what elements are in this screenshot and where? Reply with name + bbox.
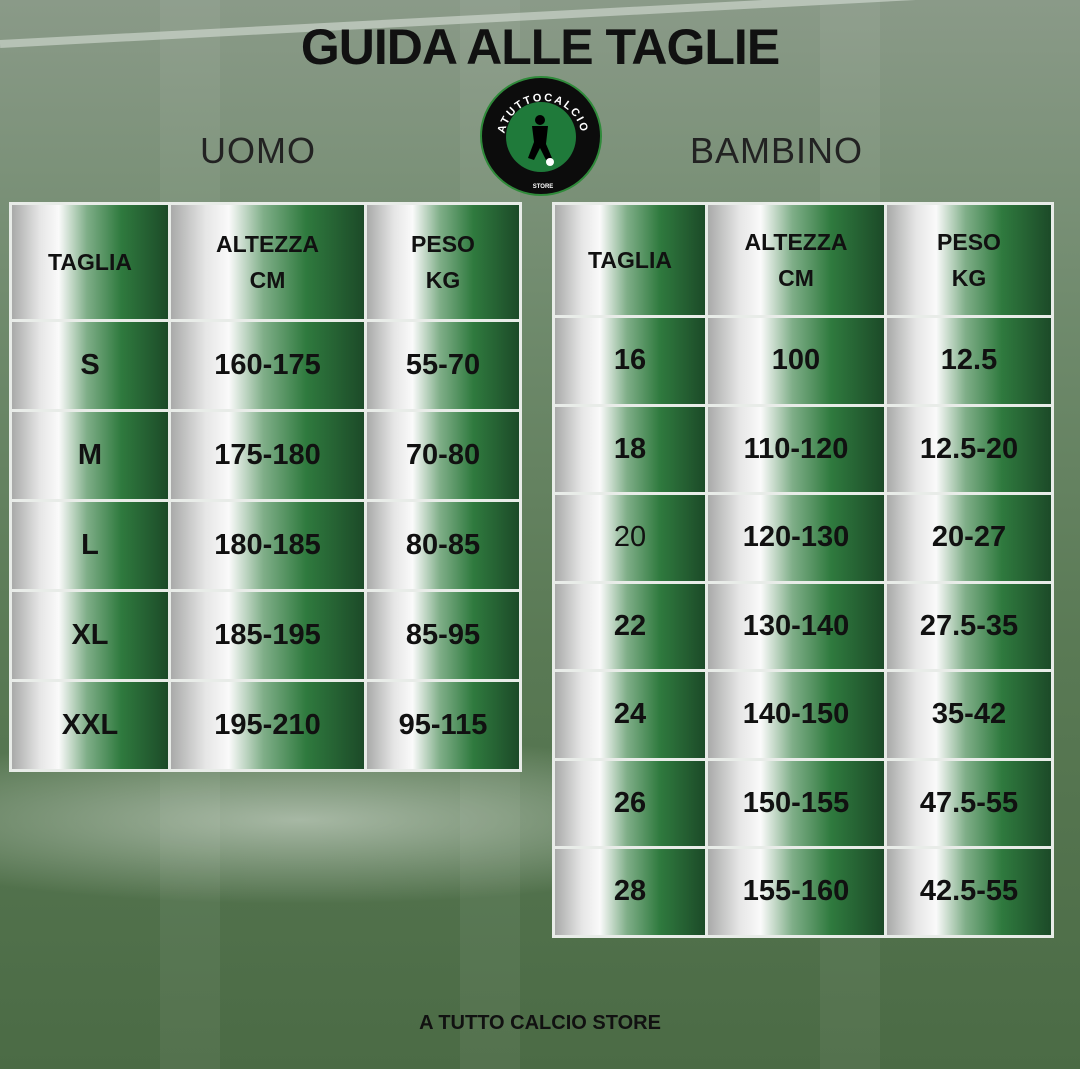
table-cell: M xyxy=(12,412,168,499)
table-cell: 180-185 xyxy=(171,502,364,589)
table-cell: 22 xyxy=(555,583,705,669)
table-cell: 175-180 xyxy=(171,412,364,499)
table-cell: XXL xyxy=(12,682,168,769)
table-cell: S xyxy=(12,322,168,409)
table-row: XXL 195-210 95-115 xyxy=(12,682,519,769)
table-row: 24 140-150 35-42 xyxy=(555,672,1051,758)
table-cell: 95-115 xyxy=(367,682,519,769)
table-row: XL 185-195 85-95 xyxy=(12,592,519,679)
table-cell: XL xyxy=(12,592,168,679)
column-header: PESO KG xyxy=(887,205,1051,315)
table-cell: 20-27 xyxy=(887,495,1051,581)
table-cell: 185-195 xyxy=(171,592,364,679)
column-header: ALTEZZA CM xyxy=(708,205,884,315)
table-row: L 180-185 80-85 xyxy=(12,502,519,589)
svg-text:STORE: STORE xyxy=(533,184,554,190)
table-row: 20 120-130 20-27 xyxy=(555,495,1051,581)
table-cell: 110-120 xyxy=(708,406,884,492)
section-title-uomo: UOMO xyxy=(200,130,316,171)
table-cell: L xyxy=(12,502,168,589)
table-cell: 42.5-55 xyxy=(887,849,1051,935)
store-logo: ATUTTOCALCIO STORE xyxy=(480,76,602,196)
footer-store-name: A TUTTO CALCIO STORE xyxy=(419,1012,661,1034)
table-cell: 16 xyxy=(555,318,705,404)
column-header: TAGLIA xyxy=(555,205,705,315)
table-cell: 24 xyxy=(555,672,705,758)
table-cell: 26 xyxy=(555,760,705,846)
table-cell: 195-210 xyxy=(171,682,364,769)
table-cell: 80-85 xyxy=(367,502,519,589)
table-row: 22 130-140 27.5-35 xyxy=(555,583,1051,669)
table-cell: 150-155 xyxy=(708,760,884,846)
table-row: M 175-180 70-80 xyxy=(12,412,519,499)
column-header: TAGLIA xyxy=(12,205,168,319)
table-row: 16 100 12.5 xyxy=(555,318,1051,404)
table-header-row: TAGLIA ALTEZZA CM PESO KG xyxy=(555,205,1051,315)
table-cell: 55-70 xyxy=(367,322,519,409)
page-title: GUIDA ALLE TAGLIE xyxy=(300,19,780,75)
column-header: ALTEZZA CM xyxy=(171,205,364,319)
table-row: S 160-175 55-70 xyxy=(12,322,519,409)
table-cell: 140-150 xyxy=(708,672,884,758)
size-table-bambino: TAGLIA ALTEZZA CM PESO KG 16 100 12.5 18 110-12… xyxy=(552,202,1054,938)
table-cell: 28 xyxy=(555,849,705,935)
size-table-uomo: TAGLIA ALTEZZA CM PESO KG S 160-175 55-70 M 175… xyxy=(9,202,522,772)
table-row: 28 155-160 42.5-55 xyxy=(555,849,1051,935)
table-cell: 27.5-35 xyxy=(887,583,1051,669)
table-cell: 12.5 xyxy=(887,318,1051,404)
table-cell: 20 xyxy=(555,495,705,581)
table-cell: 120-130 xyxy=(708,495,884,581)
table-cell: 12.5-20 xyxy=(887,406,1051,492)
column-header: PESO KG xyxy=(367,205,519,319)
table-cell: 47.5-55 xyxy=(887,760,1051,846)
table-cell: 85-95 xyxy=(367,592,519,679)
table-cell: 130-140 xyxy=(708,583,884,669)
table-cell: 35-42 xyxy=(887,672,1051,758)
table-row: 26 150-155 47.5-55 xyxy=(555,760,1051,846)
table-header-row: TAGLIA ALTEZZA CM PESO KG xyxy=(12,205,519,319)
table-row: 18 110-120 12.5-20 xyxy=(555,406,1051,492)
table-cell: 155-160 xyxy=(708,849,884,935)
section-title-bambino: BAMBINO xyxy=(690,130,864,171)
table-cell: 160-175 xyxy=(171,322,364,409)
table-cell: 18 xyxy=(555,406,705,492)
table-cell: 70-80 xyxy=(367,412,519,499)
table-cell: 100 xyxy=(708,318,884,404)
